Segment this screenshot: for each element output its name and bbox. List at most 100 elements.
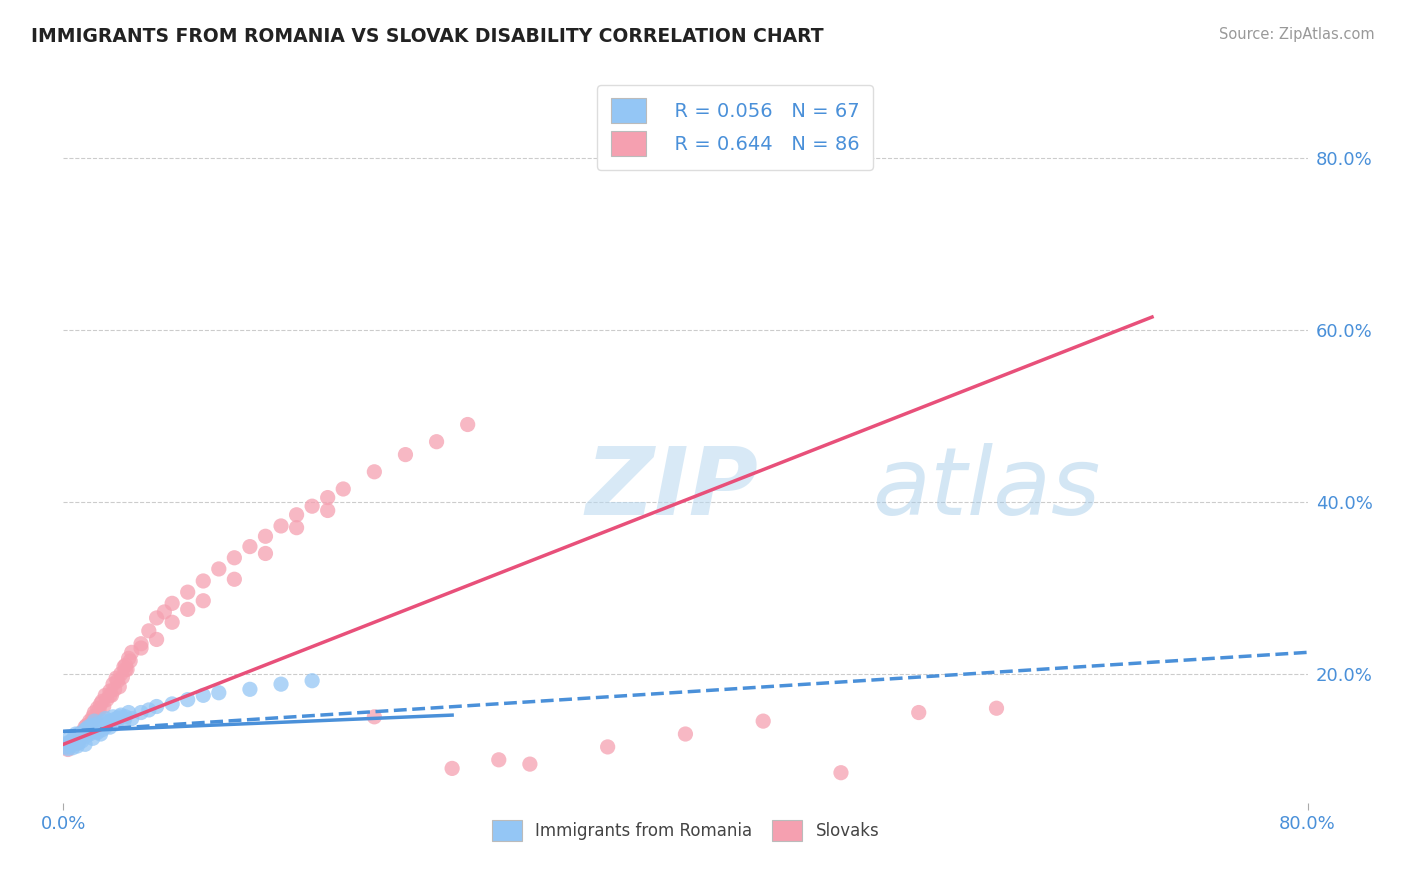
- Point: [96, 716, 118, 731]
- Point: [121, 645, 143, 659]
- Text: ZIP: ZIP: [586, 442, 759, 535]
- Point: [93, 714, 115, 728]
- Point: [121, 712, 143, 726]
- Point: [138, 624, 160, 638]
- Point: [111, 670, 134, 684]
- Point: [58, 731, 80, 746]
- Point: [104, 682, 127, 697]
- Point: [60, 738, 83, 752]
- Point: [112, 714, 135, 728]
- Point: [285, 508, 308, 522]
- Point: [519, 757, 541, 772]
- Point: [79, 727, 101, 741]
- Point: [830, 765, 852, 780]
- Point: [270, 677, 292, 691]
- Point: [56, 742, 79, 756]
- Point: [112, 660, 135, 674]
- Point: [80, 715, 103, 730]
- Point: [69, 731, 91, 746]
- Point: [332, 482, 354, 496]
- Point: [145, 699, 167, 714]
- Point: [98, 689, 121, 703]
- Point: [208, 562, 231, 576]
- Point: [394, 448, 416, 462]
- Point: [62, 734, 84, 748]
- Text: Source: ZipAtlas.com: Source: ZipAtlas.com: [1219, 27, 1375, 42]
- Point: [239, 540, 262, 554]
- Point: [488, 753, 510, 767]
- Point: [98, 714, 121, 728]
- Point: [110, 666, 132, 681]
- Point: [93, 699, 115, 714]
- Point: [96, 692, 118, 706]
- Point: [108, 680, 131, 694]
- Point: [63, 730, 86, 744]
- Point: [82, 731, 104, 746]
- Point: [83, 718, 105, 732]
- Point: [73, 720, 96, 734]
- Point: [675, 727, 697, 741]
- Point: [441, 761, 464, 775]
- Point: [117, 706, 139, 720]
- Point: [100, 689, 122, 703]
- Point: [114, 710, 136, 724]
- Point: [316, 491, 339, 505]
- Point: [70, 729, 93, 743]
- Point: [105, 671, 128, 685]
- Point: [70, 725, 93, 739]
- Point: [224, 572, 246, 586]
- Point: [94, 720, 117, 734]
- Point: [82, 710, 104, 724]
- Point: [907, 706, 929, 720]
- Legend: Immigrants from Romania, Slovaks: Immigrants from Romania, Slovaks: [485, 814, 886, 848]
- Point: [105, 716, 128, 731]
- Point: [63, 734, 86, 748]
- Point: [91, 718, 114, 732]
- Point: [91, 723, 114, 737]
- Point: [177, 585, 200, 599]
- Point: [153, 605, 176, 619]
- Point: [285, 521, 308, 535]
- Text: IMMIGRANTS FROM ROMANIA VS SLOVAK DISABILITY CORRELATION CHART: IMMIGRANTS FROM ROMANIA VS SLOVAK DISABI…: [31, 27, 824, 45]
- Point: [193, 593, 215, 607]
- Point: [301, 499, 323, 513]
- Point: [86, 701, 108, 715]
- Point: [115, 663, 138, 677]
- Point: [66, 732, 89, 747]
- Point: [986, 701, 1008, 715]
- Point: [76, 718, 98, 732]
- Point: [145, 632, 167, 647]
- Point: [77, 720, 100, 734]
- Point: [596, 739, 619, 754]
- Point: [91, 694, 114, 708]
- Point: [301, 673, 323, 688]
- Point: [86, 725, 108, 739]
- Point: [77, 720, 100, 734]
- Point: [94, 689, 117, 703]
- Point: [270, 519, 292, 533]
- Point: [110, 708, 132, 723]
- Point: [70, 734, 93, 748]
- Point: [160, 697, 183, 711]
- Point: [160, 596, 183, 610]
- Point: [83, 714, 105, 728]
- Point: [426, 434, 449, 449]
- Point: [84, 723, 107, 737]
- Point: [56, 741, 79, 756]
- Point: [65, 727, 87, 741]
- Point: [117, 651, 139, 665]
- Point: [83, 706, 105, 720]
- Point: [316, 503, 339, 517]
- Point: [224, 550, 246, 565]
- Point: [98, 684, 121, 698]
- Point: [58, 736, 80, 750]
- Point: [82, 722, 104, 736]
- Point: [72, 727, 94, 741]
- Point: [62, 737, 84, 751]
- Point: [90, 727, 112, 741]
- Point: [73, 723, 96, 737]
- Point: [62, 740, 84, 755]
- Point: [80, 718, 103, 732]
- Point: [87, 703, 110, 717]
- Point: [60, 738, 83, 752]
